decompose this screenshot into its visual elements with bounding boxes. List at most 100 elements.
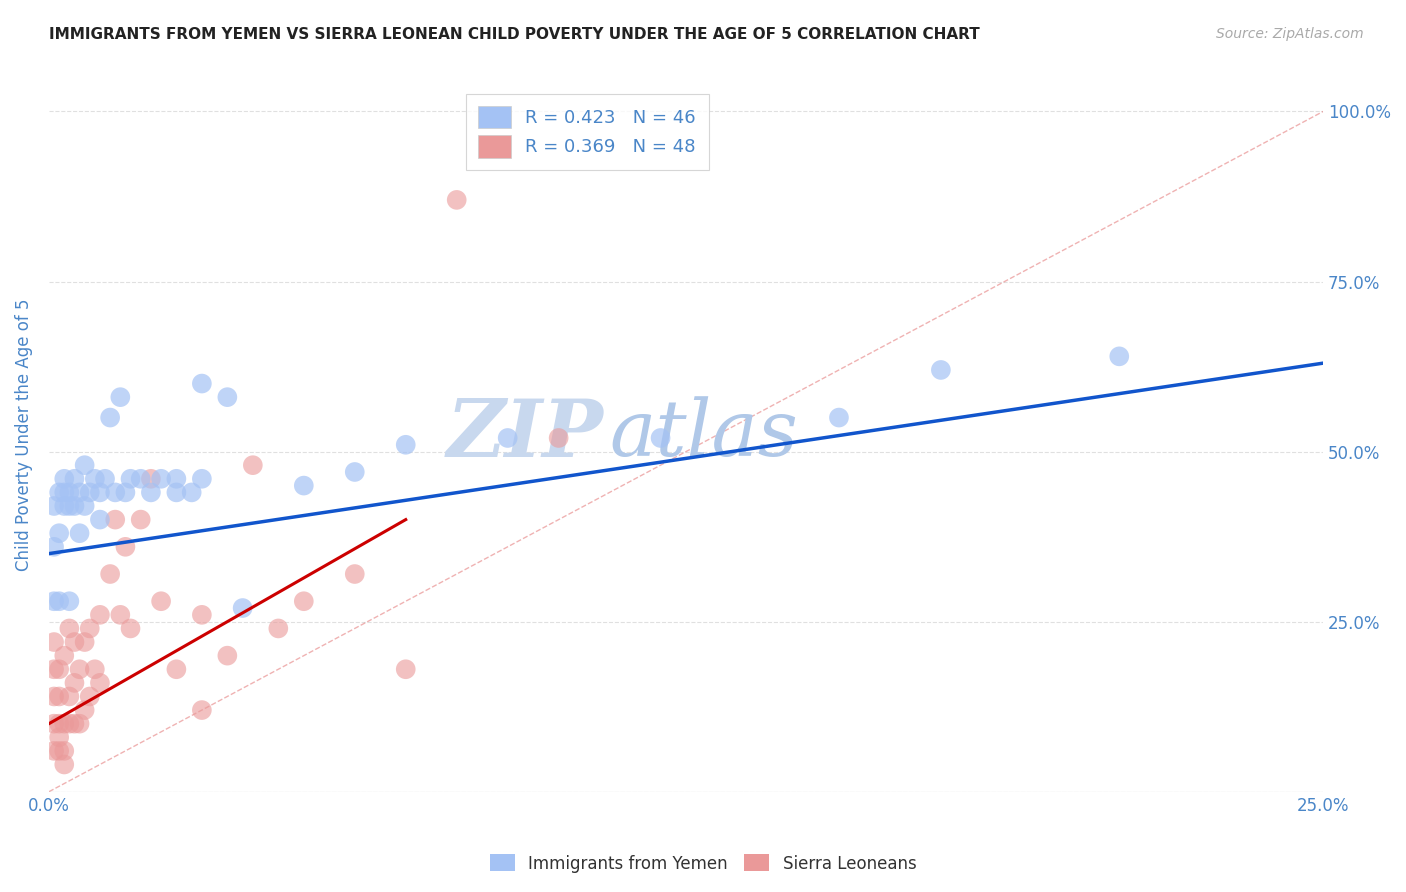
- Point: [53, 716, 76, 731]
- Point: [828, 410, 851, 425]
- Point: [63, 676, 86, 690]
- Point: [89, 607, 111, 622]
- Point: [267, 622, 290, 636]
- Point: [110, 607, 132, 622]
- Point: [63, 499, 86, 513]
- Text: atlas: atlas: [610, 396, 799, 473]
- Point: [343, 567, 366, 582]
- Point: [232, 601, 254, 615]
- Point: [217, 390, 239, 404]
- Point: [73, 499, 96, 513]
- Point: [120, 622, 142, 636]
- Point: [129, 513, 152, 527]
- Point: [48, 526, 70, 541]
- Point: [496, 431, 519, 445]
- Point: [69, 662, 91, 676]
- Point: [42, 744, 65, 758]
- Text: Source: ZipAtlas.com: Source: ZipAtlas.com: [1216, 27, 1364, 41]
- Point: [191, 607, 214, 622]
- Point: [292, 478, 315, 492]
- Point: [94, 472, 117, 486]
- Point: [129, 472, 152, 486]
- Point: [98, 410, 121, 425]
- Point: [120, 472, 142, 486]
- Point: [446, 193, 468, 207]
- Point: [58, 594, 80, 608]
- Point: [242, 458, 264, 473]
- Point: [42, 540, 65, 554]
- Point: [48, 594, 70, 608]
- Point: [83, 472, 105, 486]
- Point: [547, 431, 569, 445]
- Point: [42, 594, 65, 608]
- Point: [98, 567, 121, 582]
- Point: [150, 594, 173, 608]
- Point: [48, 731, 70, 745]
- Point: [58, 690, 80, 704]
- Point: [63, 635, 86, 649]
- Point: [191, 472, 214, 486]
- Point: [217, 648, 239, 663]
- Point: [1108, 349, 1130, 363]
- Text: IMMIGRANTS FROM YEMEN VS SIERRA LEONEAN CHILD POVERTY UNDER THE AGE OF 5 CORRELA: IMMIGRANTS FROM YEMEN VS SIERRA LEONEAN …: [49, 27, 980, 42]
- Point: [63, 716, 86, 731]
- Point: [114, 485, 136, 500]
- Point: [58, 716, 80, 731]
- Point: [42, 635, 65, 649]
- Point: [150, 472, 173, 486]
- Point: [58, 485, 80, 500]
- Point: [58, 499, 80, 513]
- Legend: R = 0.423   N = 46, R = 0.369   N = 48: R = 0.423 N = 46, R = 0.369 N = 48: [465, 94, 709, 170]
- Point: [48, 716, 70, 731]
- Point: [53, 744, 76, 758]
- Point: [69, 716, 91, 731]
- Point: [48, 662, 70, 676]
- Point: [191, 703, 214, 717]
- Point: [83, 662, 105, 676]
- Point: [42, 662, 65, 676]
- Point: [165, 662, 187, 676]
- Point: [650, 431, 672, 445]
- Point: [79, 690, 101, 704]
- Y-axis label: Child Poverty Under the Age of 5: Child Poverty Under the Age of 5: [15, 298, 32, 571]
- Point: [165, 485, 187, 500]
- Point: [395, 662, 418, 676]
- Point: [104, 513, 127, 527]
- Point: [165, 472, 187, 486]
- Point: [114, 540, 136, 554]
- Point: [929, 363, 952, 377]
- Point: [79, 622, 101, 636]
- Point: [53, 472, 76, 486]
- Point: [53, 485, 76, 500]
- Point: [104, 485, 127, 500]
- Point: [395, 438, 418, 452]
- Point: [42, 499, 65, 513]
- Point: [42, 716, 65, 731]
- Point: [73, 703, 96, 717]
- Point: [110, 390, 132, 404]
- Point: [343, 465, 366, 479]
- Point: [63, 472, 86, 486]
- Point: [89, 485, 111, 500]
- Point: [79, 485, 101, 500]
- Point: [58, 622, 80, 636]
- Point: [73, 458, 96, 473]
- Point: [89, 676, 111, 690]
- Point: [89, 513, 111, 527]
- Text: ZIP: ZIP: [446, 396, 603, 474]
- Legend: Immigrants from Yemen, Sierra Leoneans: Immigrants from Yemen, Sierra Leoneans: [484, 847, 922, 880]
- Point: [180, 485, 202, 500]
- Point: [69, 485, 91, 500]
- Point: [48, 690, 70, 704]
- Point: [73, 635, 96, 649]
- Point: [48, 485, 70, 500]
- Point: [53, 499, 76, 513]
- Point: [69, 526, 91, 541]
- Point: [139, 472, 162, 486]
- Point: [42, 690, 65, 704]
- Point: [53, 648, 76, 663]
- Point: [139, 485, 162, 500]
- Point: [53, 757, 76, 772]
- Point: [191, 376, 214, 391]
- Point: [292, 594, 315, 608]
